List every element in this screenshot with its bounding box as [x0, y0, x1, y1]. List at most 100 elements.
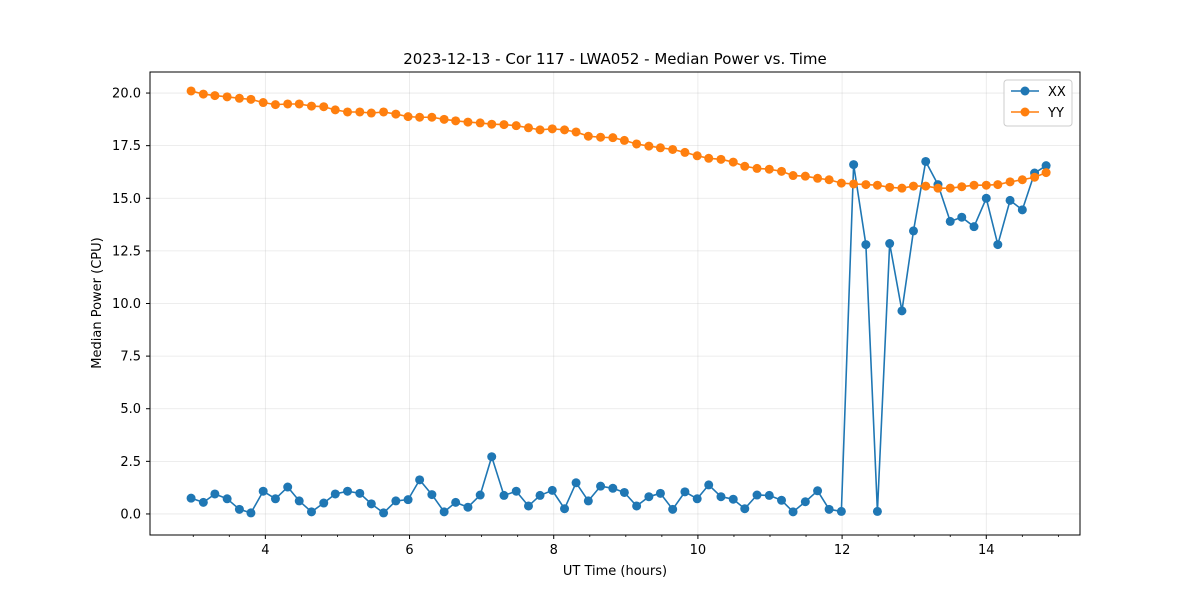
data-point-xx [306, 507, 316, 517]
data-point-yy [957, 182, 967, 192]
data-point-yy [813, 173, 823, 183]
data-point-xx [945, 216, 955, 226]
data-point-yy [764, 164, 774, 174]
data-point-xx [885, 239, 895, 249]
data-point-yy [487, 119, 497, 129]
data-point-xx [921, 156, 931, 166]
data-point-xx [366, 499, 376, 509]
data-point-yy [704, 153, 714, 163]
legend: XX YY [1003, 79, 1073, 127]
data-point-yy [283, 99, 293, 109]
series-yy [186, 86, 1051, 193]
x-tick-label: 8 [550, 543, 558, 558]
data-point-xx [619, 487, 629, 497]
data-point-yy [945, 183, 955, 193]
data-point-yy [644, 141, 654, 151]
data-point-xx [788, 507, 798, 517]
data-point-yy [319, 102, 329, 112]
data-point-yy [619, 135, 629, 145]
y-tick-label: 10.0 [112, 297, 141, 312]
data-point-xx [571, 478, 581, 488]
data-point-yy [655, 143, 665, 153]
data-point-xx [258, 486, 268, 496]
y-tick-label: 15.0 [112, 192, 141, 207]
data-point-xx [704, 480, 714, 490]
data-point-yy [439, 114, 449, 124]
data-point-yy [836, 178, 846, 188]
data-point-xx [535, 490, 545, 500]
data-point-yy [921, 181, 931, 191]
data-point-yy [343, 107, 353, 117]
data-point-yy [668, 144, 678, 154]
series-line-yy [190, 90, 1047, 189]
data-point-xx [716, 492, 726, 502]
data-point-xx [872, 506, 882, 516]
data-point-yy [692, 151, 702, 161]
data-point-xx [608, 483, 618, 493]
data-point-xx [283, 482, 293, 492]
data-point-yy [861, 180, 871, 190]
data-point-xx [511, 486, 521, 496]
x-tick-label: 12 [834, 543, 851, 558]
data-point-yy [198, 89, 208, 99]
data-point-xx [415, 475, 425, 485]
data-point-xx [547, 485, 557, 495]
data-point-xx [222, 494, 232, 504]
x-axis: 4 6 8 10 12 14 [192, 535, 1059, 558]
data-point-xx [403, 495, 413, 505]
data-point-xx [198, 497, 208, 507]
data-point-xx [908, 226, 918, 236]
data-point-xx [813, 486, 823, 496]
data-point-yy [475, 118, 485, 128]
data-point-yy [1030, 172, 1040, 182]
data-point-xx [487, 452, 497, 462]
data-point-yy [234, 93, 244, 103]
data-point-xx [728, 494, 738, 504]
data-point-xx [210, 489, 220, 499]
data-point-yy [499, 120, 509, 130]
data-point-yy [427, 112, 437, 122]
data-point-xx [523, 501, 533, 511]
grid [150, 72, 1080, 535]
x-tick-label: 14 [978, 543, 995, 558]
data-point-yy [210, 91, 220, 101]
data-point-yy [788, 171, 798, 181]
data-point-xx [836, 506, 846, 516]
legend-marker-yy [1020, 107, 1030, 117]
data-point-yy [511, 121, 521, 131]
data-point-xx [800, 497, 810, 507]
data-point-yy [680, 147, 690, 157]
data-point-yy [716, 154, 726, 164]
data-point-xx [451, 497, 461, 507]
data-point-xx [740, 504, 750, 514]
data-point-xx [270, 494, 280, 504]
x-axis-label: UT Time (hours) [563, 564, 667, 579]
data-point-xx [475, 490, 485, 500]
data-point-xx [777, 495, 787, 505]
data-point-xx [234, 504, 244, 514]
x-tick-label: 4 [261, 543, 269, 558]
data-point-yy [246, 94, 256, 104]
data-point-yy [571, 127, 581, 137]
data-point-xx [644, 492, 654, 502]
data-point-xx [246, 508, 256, 518]
y-tick-label: 0.0 [120, 507, 141, 522]
data-point-xx [499, 490, 509, 500]
data-point-xx [560, 504, 570, 514]
data-point-xx [186, 493, 196, 503]
legend-label-yy: YY [1047, 106, 1064, 121]
data-point-yy [415, 112, 425, 122]
series-line-xx [190, 160, 1047, 514]
data-point-xx [849, 160, 859, 170]
data-point-yy [777, 166, 787, 176]
data-point-xx [439, 507, 449, 517]
data-point-yy [933, 183, 943, 193]
data-point-yy [897, 183, 907, 193]
data-point-xx [632, 501, 642, 511]
legend-marker-xx [1020, 86, 1030, 96]
data-point-yy [1041, 168, 1051, 178]
data-point-xx [463, 502, 473, 512]
data-point-yy [258, 98, 268, 108]
data-point-xx [330, 489, 340, 499]
